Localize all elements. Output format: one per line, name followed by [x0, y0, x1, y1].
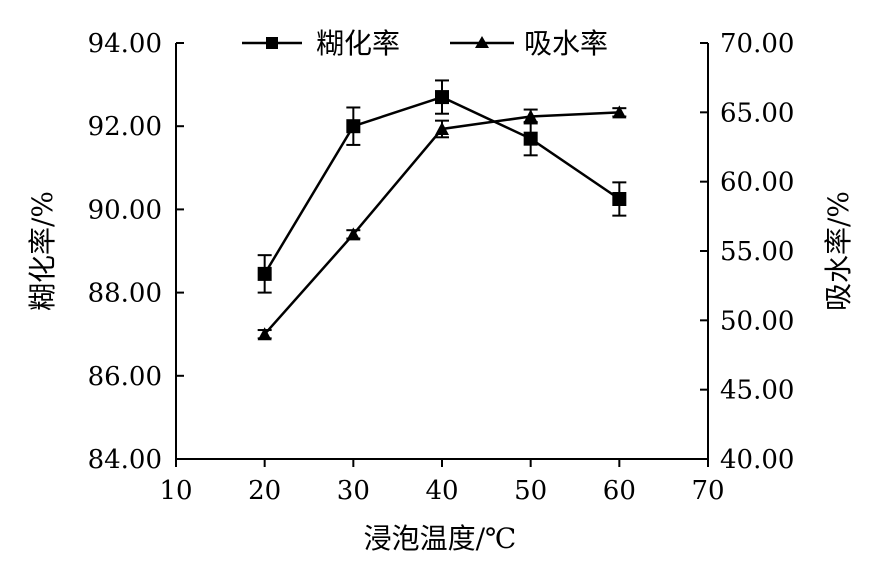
- right-y-tick-label: 40.00: [720, 445, 794, 475]
- legend-marker-triangle: [475, 36, 489, 48]
- legend-label-gelatinization: 糊化率: [316, 27, 400, 60]
- x-tick-label: 20: [248, 476, 281, 506]
- left-y-axis-title: 糊化率/%: [26, 191, 59, 311]
- right-y-tick-label: 65.00: [720, 98, 794, 128]
- data-point-absorption: [612, 105, 627, 119]
- data-point-gelatinization: [523, 131, 538, 146]
- left-y-tick-label: 92.00: [88, 112, 162, 142]
- legend-item-gelatinization: 糊化率: [242, 27, 400, 60]
- legend-label-absorption: 吸水率: [524, 27, 608, 60]
- data-point-gelatinization: [257, 266, 272, 281]
- right-y-tick-label: 70.00: [720, 29, 794, 59]
- x-tick-label: 70: [691, 476, 724, 506]
- right-y-axis-title: 吸水率/%: [822, 191, 855, 311]
- data-point-absorption: [257, 327, 272, 341]
- series-line-absorption: [263, 111, 620, 336]
- x-tick-label: 40: [425, 476, 458, 506]
- x-tick-label: 50: [514, 476, 547, 506]
- data-point-gelatinization: [346, 119, 361, 134]
- legend-marker-square: [266, 37, 278, 49]
- x-axis-title: 浸泡温度/℃: [364, 522, 517, 555]
- right-y-tick-label: 45.00: [720, 376, 794, 406]
- left-y-tick-label: 90.00: [88, 195, 162, 225]
- x-ticks: 10 20 30 40 50 60 70: [159, 459, 725, 506]
- x-tick-label: 60: [603, 476, 636, 506]
- data-point-absorption: [346, 227, 361, 241]
- data-point-absorption: [435, 121, 449, 135]
- legend-item-absorption: 吸水率: [450, 27, 608, 60]
- right-y-tick-label: 50.00: [720, 306, 794, 336]
- data-point-absorption: [523, 109, 538, 123]
- left-y-ticks: 84.00 86.00 88.00 90.00 92.00 94.00: [88, 29, 184, 475]
- left-y-tick-label: 94.00: [88, 29, 162, 59]
- legend: 糊化率 吸水率: [242, 27, 608, 60]
- right-y-tick-label: 60.00: [720, 168, 794, 198]
- x-tick-label: 30: [337, 476, 370, 506]
- left-y-tick-label: 88.00: [88, 279, 162, 309]
- series-layer: [257, 79, 627, 341]
- x-tick-label: 10: [159, 476, 192, 506]
- data-point-gelatinization: [612, 192, 627, 206]
- data-point-gelatinization: [435, 90, 449, 105]
- right-y-tick-label: 55.00: [720, 237, 794, 267]
- right-y-ticks: 40.00 45.00 50.00 55.00 60.00 65.00 70.00: [700, 29, 794, 475]
- left-y-tick-label: 84.00: [88, 445, 162, 475]
- left-y-tick-label: 86.00: [88, 362, 162, 392]
